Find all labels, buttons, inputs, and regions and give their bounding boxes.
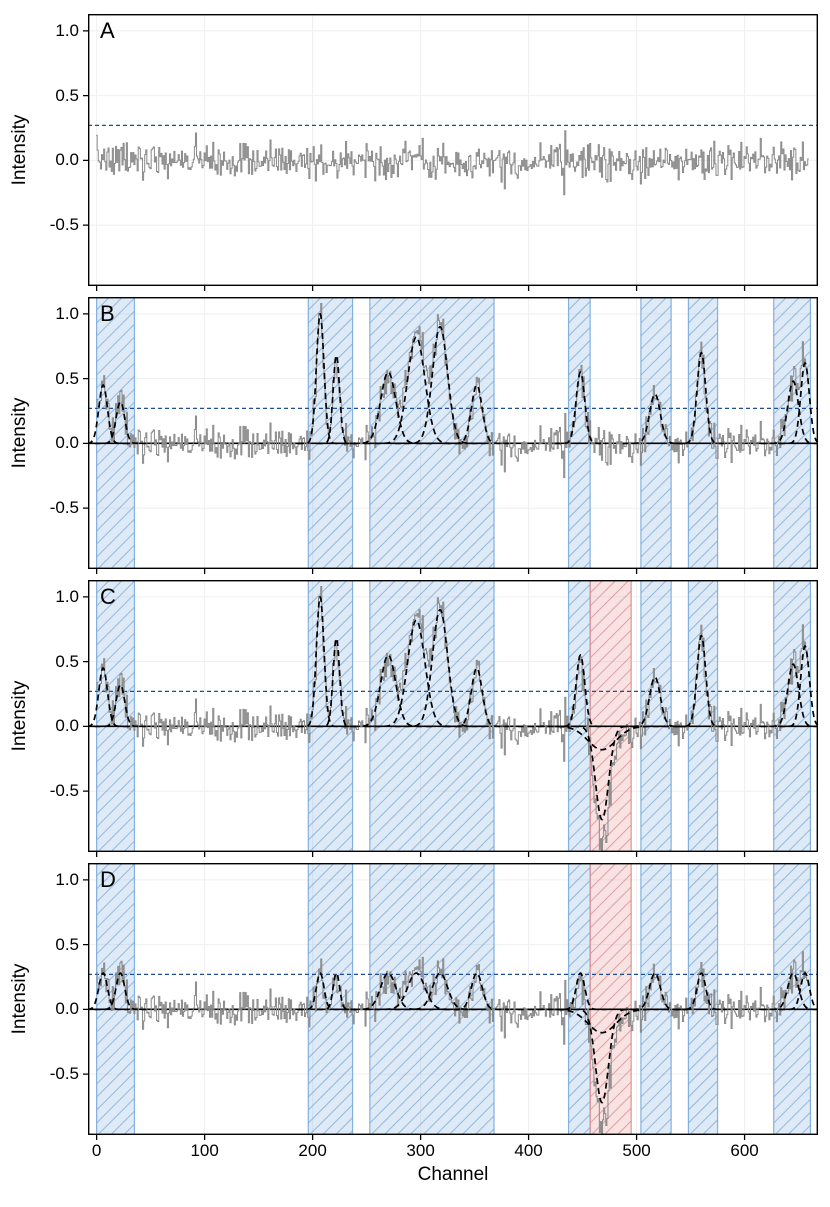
y-tick-label: 1.0	[55, 20, 79, 40]
x-tick-label: 400	[514, 1141, 543, 1160]
x-tick-label: 500	[622, 1141, 651, 1160]
y-tick-label: -0.5	[49, 498, 79, 518]
y-tick-label: 0.0	[55, 433, 79, 453]
panel-label-c: C	[100, 584, 116, 609]
y-tick-label: 0.5	[55, 85, 79, 105]
panel-a-canvas	[0, 14, 830, 294]
y-tick-label: -0.5	[49, 215, 79, 235]
y-tick-label: -0.5	[49, 781, 79, 801]
panel-label-a: A	[100, 18, 115, 43]
panel-b-canvas	[0, 297, 830, 577]
y-tick-label: 0.5	[55, 651, 79, 671]
panel-d-canvas	[0, 863, 830, 1143]
y-tick-label: 1.0	[55, 586, 79, 606]
x-tick-label: 600	[730, 1141, 759, 1160]
y-tick-label: 0.0	[55, 999, 79, 1019]
x-tick-label: 100	[190, 1141, 219, 1160]
y-tick-label: 0.5	[55, 368, 79, 388]
x-tick-label: 300	[406, 1141, 435, 1160]
y-tick-label: 1.0	[55, 869, 79, 889]
panel-label-d: D	[100, 867, 116, 892]
y-tick-label: 0.0	[55, 716, 79, 736]
y-tick-label: 0.0	[55, 150, 79, 170]
y-tick-label: 0.5	[55, 934, 79, 954]
x-tick-label: 200	[298, 1141, 327, 1160]
panel-label-b: B	[100, 301, 115, 326]
y-tick-label: -0.5	[49, 1064, 79, 1084]
panel-c-canvas	[0, 580, 830, 860]
x-tick-label: 0	[91, 1141, 102, 1160]
x-axis-title: Channel	[417, 1164, 489, 1185]
y-tick-label: 1.0	[55, 303, 79, 323]
